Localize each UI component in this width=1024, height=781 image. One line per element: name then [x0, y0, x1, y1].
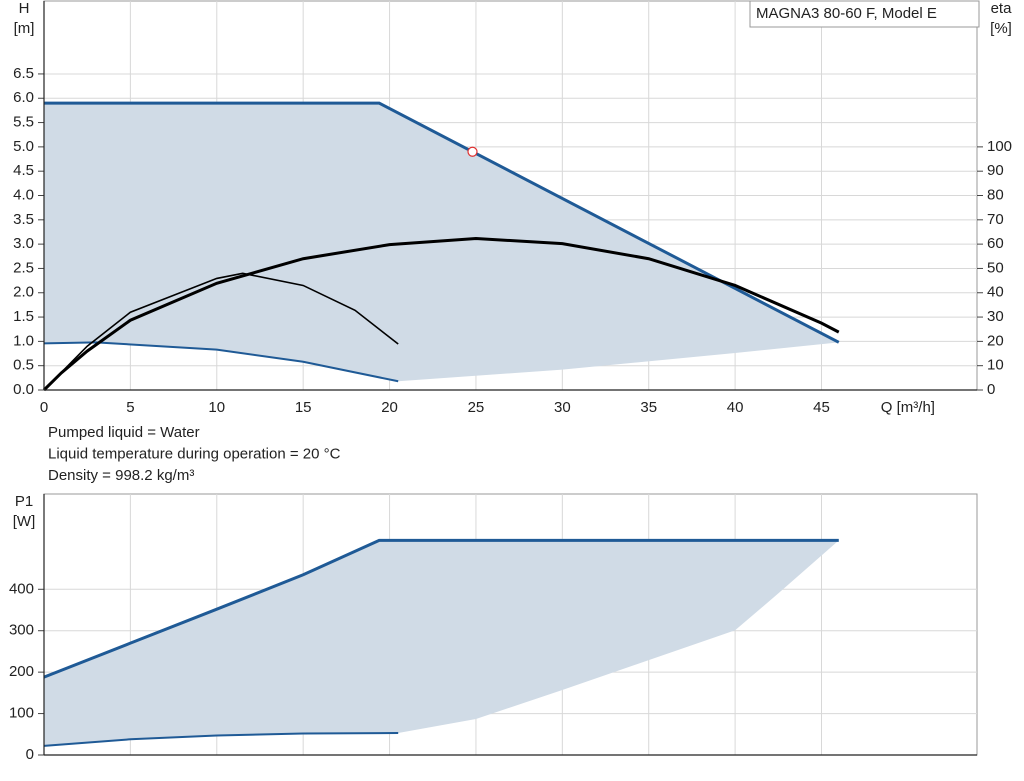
y-tick-label: 5.5 — [13, 114, 34, 131]
y2-tick-label: 80 — [987, 186, 1004, 203]
title-box — [749, 0, 980, 28]
y2-axis-label: eta — [991, 0, 1013, 17]
y-axis-label: P1 — [15, 493, 33, 510]
y-tick-label: 6.0 — [13, 89, 34, 106]
y-tick-label: 0 — [26, 746, 34, 763]
y2-tick-label: 60 — [987, 235, 1004, 252]
y2-tick-label: 100 — [987, 138, 1012, 155]
y-tick-label: 4.0 — [13, 186, 34, 203]
y-tick-label: 100 — [9, 705, 34, 722]
y-tick-label: 5.0 — [13, 138, 34, 155]
curve — [43, 272, 399, 391]
y-tick-label: 3.5 — [13, 211, 34, 228]
y-tick-label: 2.5 — [13, 259, 34, 276]
curve — [43, 732, 399, 747]
x-tick-label: 25 — [468, 399, 485, 416]
curve — [43, 341, 399, 383]
y-tick-label: 1.5 — [13, 308, 34, 325]
note: Liquid temperature during operation = 20… — [48, 445, 341, 462]
y-tick-label: 4.5 — [13, 162, 34, 179]
y2-tick-label: 10 — [987, 357, 1004, 374]
operating-range — [44, 540, 839, 746]
y-axis-label: H — [19, 0, 30, 17]
x-axis-label: Q [m³/h] — [881, 399, 935, 416]
x-tick-label: 40 — [727, 399, 744, 416]
y-tick-label: 0.0 — [13, 381, 34, 398]
y-tick-label: 1.0 — [13, 332, 34, 349]
curve — [44, 101, 840, 344]
x-tick-label: 15 — [295, 399, 312, 416]
y2-tick-label: 40 — [987, 284, 1004, 301]
x-tick-label: 20 — [381, 399, 398, 416]
y2-axis-label: [%] — [990, 20, 1012, 37]
y-axis-label: [m] — [14, 20, 35, 37]
curve — [42, 237, 840, 392]
x-tick-label: 10 — [208, 399, 225, 416]
chart-title: MAGNA3 80-60 F, Model E — [756, 5, 937, 22]
y2-tick-label: 90 — [987, 162, 1004, 179]
y-tick-label: 0.5 — [13, 357, 34, 374]
note: Pumped liquid = Water — [48, 424, 200, 441]
y-tick-label: 200 — [9, 663, 34, 680]
x-tick-label: 45 — [813, 399, 830, 416]
y-tick-label: 300 — [9, 622, 34, 639]
y2-tick-label: 70 — [987, 211, 1004, 228]
y2-tick-label: 20 — [987, 332, 1004, 349]
y-tick-label: 6.5 — [13, 65, 34, 82]
x-tick-label: 5 — [126, 399, 134, 416]
y-tick-label: 2.0 — [13, 284, 34, 301]
x-tick-label: 0 — [40, 399, 48, 416]
y2-tick-label: 0 — [987, 381, 995, 398]
curve — [43, 538, 839, 679]
x-tick-label: 35 — [640, 399, 657, 416]
operating-point — [467, 146, 478, 157]
y-tick-label: 3.0 — [13, 235, 34, 252]
y-axis-label: [W] — [13, 513, 36, 530]
note: Density = 998.2 kg/m³ — [48, 467, 194, 484]
y-tick-label: 400 — [9, 580, 34, 597]
y2-tick-label: 50 — [987, 259, 1004, 276]
y2-tick-label: 30 — [987, 308, 1004, 325]
x-tick-label: 30 — [554, 399, 571, 416]
